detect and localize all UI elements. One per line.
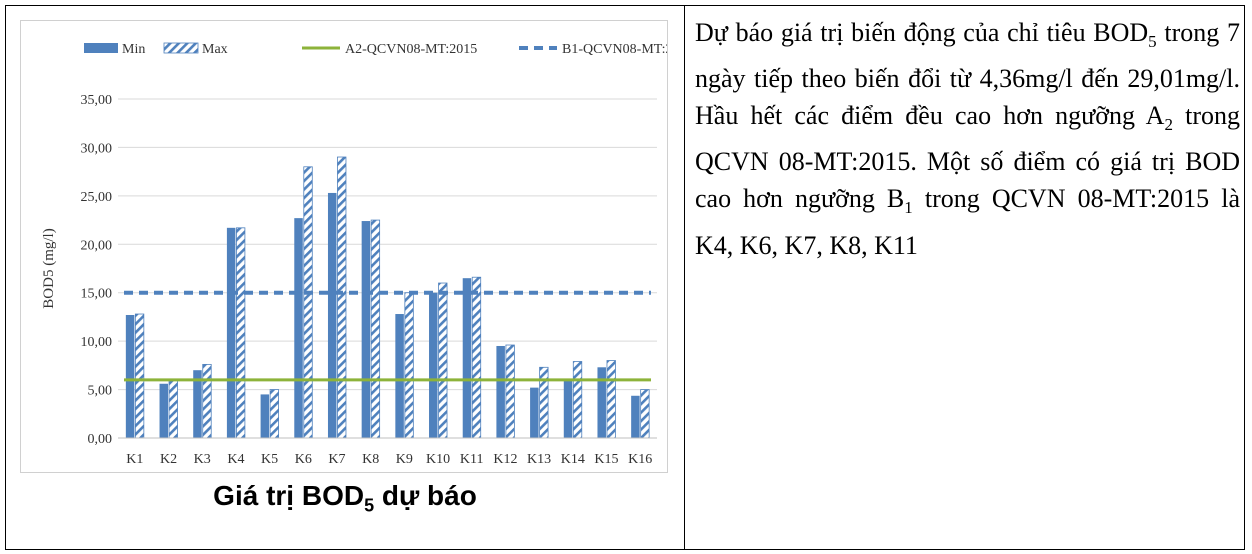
x-tick-label: K15 (594, 452, 618, 467)
y-tick-label: 10,00 (81, 335, 113, 350)
bar-min-k13 (530, 387, 539, 438)
bar-min-k7 (327, 192, 337, 438)
bar-max-k2 (168, 379, 178, 439)
bar-min-k2 (159, 383, 169, 438)
bar-max-k12 (505, 344, 515, 439)
bar-max-k13 (539, 366, 549, 439)
chart-container: 0,00 5,00 10,00 15,00 20,00 25,00 30,00 35,00 BO… (20, 20, 694, 473)
bar-min-k5 (260, 394, 270, 438)
bar-min-k15 (597, 367, 606, 438)
bar-min-k16 (631, 395, 640, 438)
x-tick-label: K5 (261, 452, 278, 467)
bar-max-k7 (337, 156, 347, 439)
legend-label-ref: A2-QCVN08-MT:2015 (345, 42, 477, 57)
bar-max-k8 (370, 219, 381, 439)
x-tick-label: K7 (328, 452, 345, 467)
bar-min-k9 (395, 314, 404, 438)
bod-bar-chart: 0,00 5,00 10,00 15,00 20,00 25,00 30,00 35,00 BO… (41, 42, 694, 467)
x-tick-label: K14 (561, 452, 585, 467)
x-tick-label: K16 (628, 452, 652, 467)
column-divider (684, 5, 685, 550)
x-tick-label: K9 (396, 452, 413, 467)
x-tick-label: K13 (527, 452, 551, 467)
bar-max-k3 (202, 363, 212, 439)
y-tick-label: 35,00 (81, 93, 113, 108)
bar-max-k15 (606, 360, 616, 439)
x-tick-label: K10 (426, 452, 450, 467)
x-tick-label: K8 (362, 452, 379, 467)
x-tick-label: K2 (160, 452, 177, 467)
x-tick-label: K6 (295, 452, 312, 467)
bar-max-k4 (236, 227, 246, 439)
legend-label-ref: B1-QCVN08-MT:2015 (562, 42, 667, 57)
x-tick-label: K4 (227, 452, 244, 467)
x-tick-label: K12 (493, 452, 517, 467)
y-tick-label: 0,00 (88, 432, 113, 447)
bar-min-k12 (496, 345, 505, 438)
bar-min-k1 (125, 314, 135, 438)
legend-swatch-min (84, 43, 118, 53)
y-tick-label: 30,00 (81, 141, 113, 156)
bar-max-k5 (269, 389, 279, 439)
bar-min-k8 (361, 221, 371, 438)
bar-max-k10 (438, 282, 448, 439)
y-axis-label: BOD5 (mg/l) (41, 228, 57, 308)
bar-min-k3 (193, 370, 202, 438)
bar-min-k14 (563, 379, 573, 438)
y-tick-label: 15,00 (81, 287, 113, 302)
description-text: Dự báo giá trị biến động của chỉ tiêu BO… (695, 18, 1240, 260)
y-tick-label: 5,00 (88, 384, 113, 399)
x-tick-label: K1 (126, 452, 143, 467)
x-tick-label: K11 (460, 452, 484, 467)
bar-min-k4 (226, 227, 236, 438)
legend-label-max: Max (202, 42, 228, 57)
x-tick-label: K3 (194, 452, 211, 467)
table-frame (5, 5, 1245, 550)
y-tick-label: 25,00 (81, 190, 113, 205)
legend-swatch-max (163, 42, 199, 54)
bar-max-k9 (404, 292, 414, 439)
bar-max-k6 (303, 166, 313, 439)
bar-max-k11 (471, 276, 482, 439)
bar-min-k10 (429, 292, 438, 438)
bar-max-k16 (640, 389, 650, 439)
chart-caption: Giá trị BOD5 dự báo (213, 480, 477, 516)
bar-min-k6 (294, 218, 303, 438)
legend-label-min: Min (122, 42, 145, 57)
y-tick-label: 20,00 (81, 238, 113, 253)
bar-max-k1 (134, 313, 145, 439)
bar-max-k14 (572, 361, 583, 439)
bar-min-k11 (462, 278, 472, 438)
